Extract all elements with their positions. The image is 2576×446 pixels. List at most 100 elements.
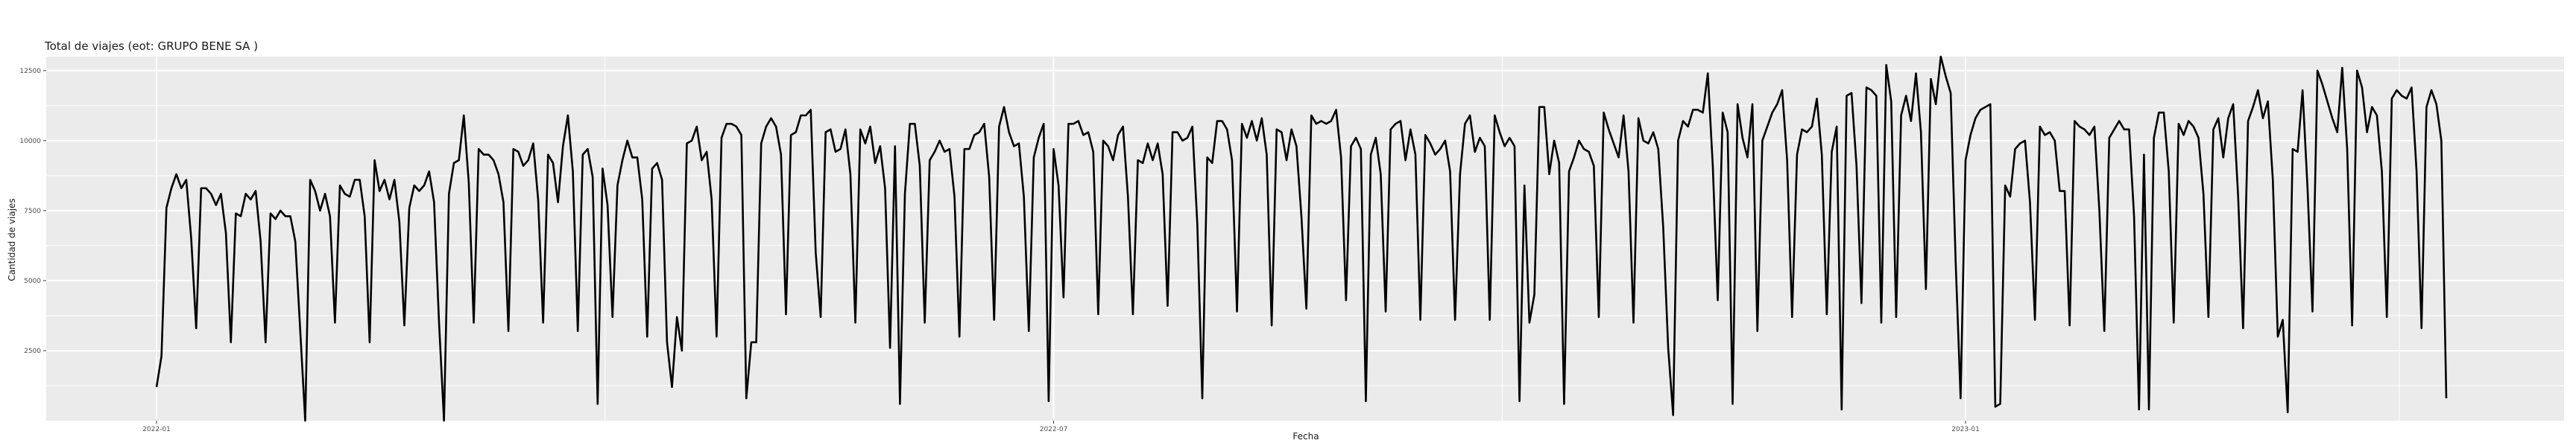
data-point xyxy=(825,132,827,133)
data-point xyxy=(2411,86,2412,88)
data-point xyxy=(280,210,281,211)
y-axis-ticks: 2500 5000 7500 10000 12500 xyxy=(19,68,46,355)
data-point xyxy=(315,191,316,192)
data-point xyxy=(1846,95,1847,97)
data-point xyxy=(865,143,866,144)
x-axis-label: Fecha xyxy=(1292,431,1319,442)
data-point xyxy=(2074,121,2075,122)
data-point xyxy=(944,151,945,153)
data-point xyxy=(1078,121,1079,122)
data-point xyxy=(1980,109,1981,110)
data-point xyxy=(2153,137,2155,138)
data-point xyxy=(904,193,906,194)
data-point xyxy=(607,204,608,206)
data-point xyxy=(1791,316,1793,318)
data-point xyxy=(577,331,578,332)
data-point xyxy=(2029,202,2030,203)
data-point xyxy=(1677,140,1679,141)
data-point xyxy=(1945,75,1946,77)
data-point xyxy=(1430,143,1431,144)
data-point xyxy=(2317,70,2318,71)
data-point xyxy=(1048,401,1049,402)
data-point xyxy=(1147,143,1149,144)
data-point xyxy=(1345,299,1347,301)
data-point xyxy=(423,185,425,186)
data-point xyxy=(2341,67,2343,69)
data-point xyxy=(2039,126,2041,127)
data-point xyxy=(1965,159,1966,161)
data-point xyxy=(666,342,668,343)
data-point xyxy=(2332,118,2333,119)
data-point xyxy=(696,126,698,127)
data-point xyxy=(672,386,673,388)
series-line xyxy=(155,55,2448,422)
data-point xyxy=(2109,137,2110,138)
data-point xyxy=(1950,92,1951,94)
data-point xyxy=(939,140,941,141)
data-point xyxy=(270,213,271,214)
data-point xyxy=(884,188,886,189)
data-point xyxy=(1053,148,1055,150)
data-point xyxy=(1553,140,1555,141)
data-point xyxy=(1316,123,1317,124)
data-point xyxy=(1583,148,1585,150)
data-point xyxy=(2242,328,2244,329)
data-point xyxy=(304,420,306,421)
data-point xyxy=(2227,118,2229,119)
data-point xyxy=(473,322,475,323)
data-point xyxy=(1038,137,1040,138)
data-point xyxy=(2232,103,2234,105)
data-point xyxy=(339,185,341,186)
data-point xyxy=(1712,165,1714,167)
data-point xyxy=(994,319,995,321)
data-point xyxy=(587,148,588,150)
data-point xyxy=(403,325,405,326)
data-point xyxy=(2089,134,2090,136)
x-tick-label: 2023-01 xyxy=(1951,426,1980,433)
data-point xyxy=(2103,331,2105,332)
data-point xyxy=(2277,336,2279,337)
data-point xyxy=(1989,103,1991,105)
data-point xyxy=(845,129,846,130)
data-point xyxy=(2015,148,2016,150)
data-point xyxy=(2346,148,2348,150)
data-point xyxy=(934,151,935,153)
data-point xyxy=(438,322,440,323)
data-point xyxy=(2079,126,2080,127)
data-point xyxy=(1439,148,1441,150)
data-point xyxy=(1955,261,1957,262)
data-point xyxy=(1321,121,1322,122)
data-point xyxy=(631,156,633,158)
data-point xyxy=(1940,56,1942,57)
data-point xyxy=(1930,78,1931,80)
data-point xyxy=(1276,129,1278,130)
data-point xyxy=(1568,171,1570,172)
data-point xyxy=(547,154,549,156)
data-point xyxy=(324,193,326,194)
data-point xyxy=(2257,89,2258,91)
data-point xyxy=(2034,319,2036,321)
data-point xyxy=(1875,95,1877,97)
data-point xyxy=(1836,126,1837,127)
data-point xyxy=(443,420,445,421)
data-point xyxy=(2272,179,2273,181)
data-point xyxy=(1336,109,1337,110)
data-point xyxy=(924,322,926,323)
data-point xyxy=(988,176,990,178)
data-point xyxy=(2044,134,2045,136)
data-point xyxy=(1524,185,1525,186)
data-point xyxy=(1871,89,1872,91)
data-point xyxy=(1563,403,1565,404)
data-point xyxy=(1127,196,1128,197)
data-point xyxy=(225,232,227,234)
data-point xyxy=(1415,154,1416,156)
data-point xyxy=(537,199,539,200)
data-point xyxy=(711,199,713,200)
data-point xyxy=(1692,109,1693,110)
data-point xyxy=(1742,137,1743,138)
data-point xyxy=(1142,162,1143,164)
data-point xyxy=(1816,98,1818,99)
data-point xyxy=(543,322,544,323)
data-point xyxy=(1231,159,1233,161)
